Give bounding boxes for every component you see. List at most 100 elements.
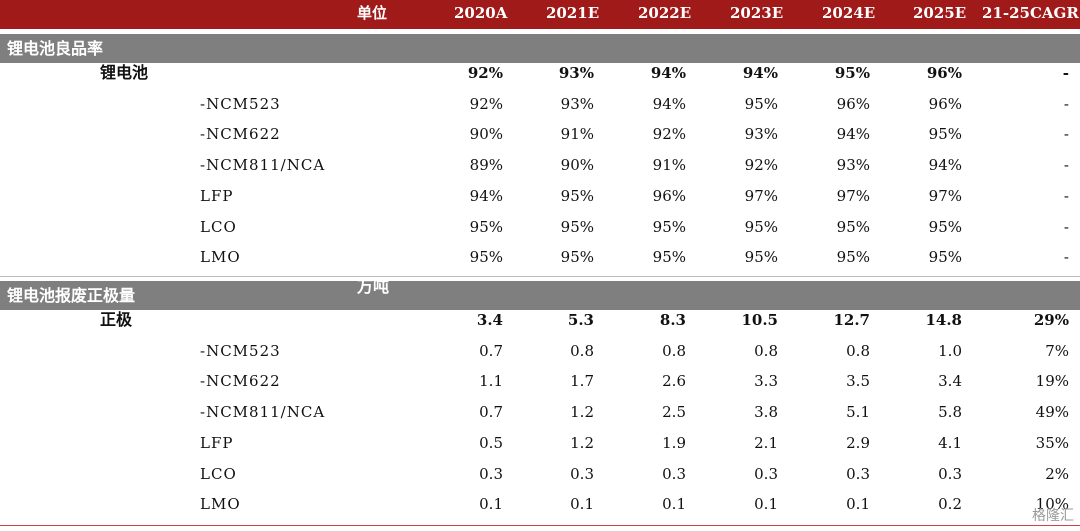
row-label: LCO (200, 217, 237, 236)
section-title: 锂电池良品率 (7, 39, 104, 58)
table-cell: 4.1 (938, 433, 962, 452)
table-cell: 3.4 (938, 372, 962, 391)
table-cell: 96% (928, 94, 962, 113)
row-label: 正极 (100, 310, 133, 329)
table-cell: 95% (836, 217, 870, 236)
table-cell: 90% (560, 156, 594, 175)
table-cell: 95% (928, 125, 962, 144)
table-row: -NCM523 0.7 0.8 0.8 0.8 0.8 1.0 7% (0, 336, 1080, 366)
table-cell: 0.8 (662, 341, 686, 360)
table-cell: 92% (469, 94, 503, 113)
table-cell: 3.5 (846, 372, 870, 391)
table-cell: 0.8 (570, 341, 594, 360)
row-label: -NCM811/NCA (200, 156, 326, 175)
unit-header: 单位 (357, 4, 388, 22)
bottom-border (0, 525, 1080, 526)
table-cell: 19% (1035, 372, 1069, 391)
table-cell: 94% (652, 94, 686, 113)
table-cell: 3.4 (476, 311, 503, 329)
table-cell: 0.3 (938, 464, 962, 483)
table-cell: 0.3 (846, 464, 870, 483)
table-cell: 12.7 (833, 311, 870, 329)
table-cell: 95% (744, 248, 778, 267)
table-cell: 3.8 (754, 403, 778, 422)
table-cell: 95% (928, 248, 962, 267)
table-cell: 95% (834, 64, 870, 82)
table-cell: 96% (926, 64, 962, 82)
table-cell: 0.5 (479, 433, 503, 452)
table-cell: 89% (469, 156, 503, 175)
row-label: -NCM523 (200, 341, 281, 360)
row-label: -NCM622 (200, 125, 281, 144)
table-cell: - (1063, 248, 1069, 267)
table-cell: 2.5 (662, 403, 686, 422)
row-label: LMO (200, 248, 241, 267)
section-unit: 万吨 (357, 277, 390, 296)
table-cell: 94% (928, 156, 962, 175)
table-cell: 95% (560, 186, 594, 205)
row-label: -NCM523 (200, 94, 281, 113)
table-cell: 2.1 (754, 433, 778, 452)
table-row: -NCM622 1.1 1.7 2.6 3.3 3.5 3.4 19% (0, 366, 1080, 396)
table-cell: 93% (558, 64, 594, 82)
table-cell: 0.8 (846, 341, 870, 360)
table-cell: 1.7 (570, 372, 594, 391)
table-cell: 5.8 (938, 403, 962, 422)
table-cell: 0.1 (662, 495, 686, 514)
table-cell: 1.2 (570, 403, 594, 422)
table-cell: 0.1 (479, 495, 503, 514)
table-cell: 1.9 (662, 433, 686, 452)
table-cell: 0.3 (570, 464, 594, 483)
table-cell: 2.9 (846, 433, 870, 452)
table-cell: 5.3 (567, 311, 594, 329)
table-cell: - (1063, 186, 1069, 205)
table-cell: 95% (560, 217, 594, 236)
table-cell: 95% (744, 217, 778, 236)
col-cagr: 21-25CAGR (982, 4, 1079, 22)
table-row: -NCM811/NCA 89% 90% 91% 92% 93% 94% - (0, 150, 1080, 180)
table-cell: 0.3 (479, 464, 503, 483)
table-header: 单位 2020A 2021E 2022E 2023E 2024E 2025E 2… (0, 0, 1080, 29)
table-cell: 94% (742, 64, 778, 82)
table-cell: 92% (744, 156, 778, 175)
table-cell: 96% (652, 186, 686, 205)
table-cell: 0.7 (479, 403, 503, 422)
col-2023e: 2023E (730, 4, 784, 22)
table-cell: 96% (836, 94, 870, 113)
table-row: -NCM811/NCA 0.7 1.2 2.5 3.8 5.1 5.8 49% (0, 397, 1080, 427)
table-cell: 0.1 (754, 495, 778, 514)
table-cell: 95% (469, 217, 503, 236)
table-cell: 0.2 (938, 495, 962, 514)
table-cell: 95% (652, 217, 686, 236)
table-row: 锂电池 92% 93% 94% 94% 95% 96% - (0, 58, 1080, 88)
table-cell: 95% (560, 248, 594, 267)
watermark: 格隆汇 (1032, 508, 1074, 524)
table-row: -NCM622 90% 91% 92% 93% 94% 95% - (0, 119, 1080, 149)
table-cell: 91% (560, 125, 594, 144)
table-row: 正极 3.4 5.3 8.3 10.5 12.7 14.8 29% (0, 305, 1080, 335)
table-cell: 0.1 (846, 495, 870, 514)
table-cell: 91% (652, 156, 686, 175)
row-label: LFP (200, 186, 234, 205)
col-2020a: 2020A (454, 4, 508, 22)
table-cell: 90% (469, 125, 503, 144)
table-cell: 92% (652, 125, 686, 144)
table-row: -NCM523 92% 93% 94% 95% 96% 96% - (0, 89, 1080, 119)
table-cell: 3.3 (754, 372, 778, 391)
table-cell: 95% (836, 248, 870, 267)
table-cell: 0.3 (662, 464, 686, 483)
table-cell: 10.5 (741, 311, 778, 329)
table-cell: 1.2 (570, 433, 594, 452)
table-row: LMO 95% 95% 95% 95% 95% 95% - (0, 242, 1080, 272)
table-cell: 14.8 (925, 311, 962, 329)
table-cell: 0.3 (754, 464, 778, 483)
table-cell: 2.6 (662, 372, 686, 391)
table-cell: 2% (1045, 464, 1069, 483)
table-cell: 93% (744, 125, 778, 144)
table-cell: 7% (1045, 341, 1069, 360)
col-2021e: 2021E (546, 4, 600, 22)
table-cell: 92% (467, 64, 503, 82)
section-band-cathode: 锂电池报废正极量 万吨 (0, 277, 1080, 310)
row-label: -NCM811/NCA (200, 403, 326, 422)
table-cell: - (1063, 217, 1069, 236)
